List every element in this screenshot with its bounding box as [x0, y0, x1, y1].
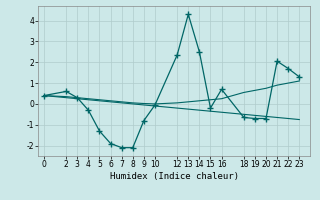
X-axis label: Humidex (Indice chaleur): Humidex (Indice chaleur)	[110, 172, 239, 181]
